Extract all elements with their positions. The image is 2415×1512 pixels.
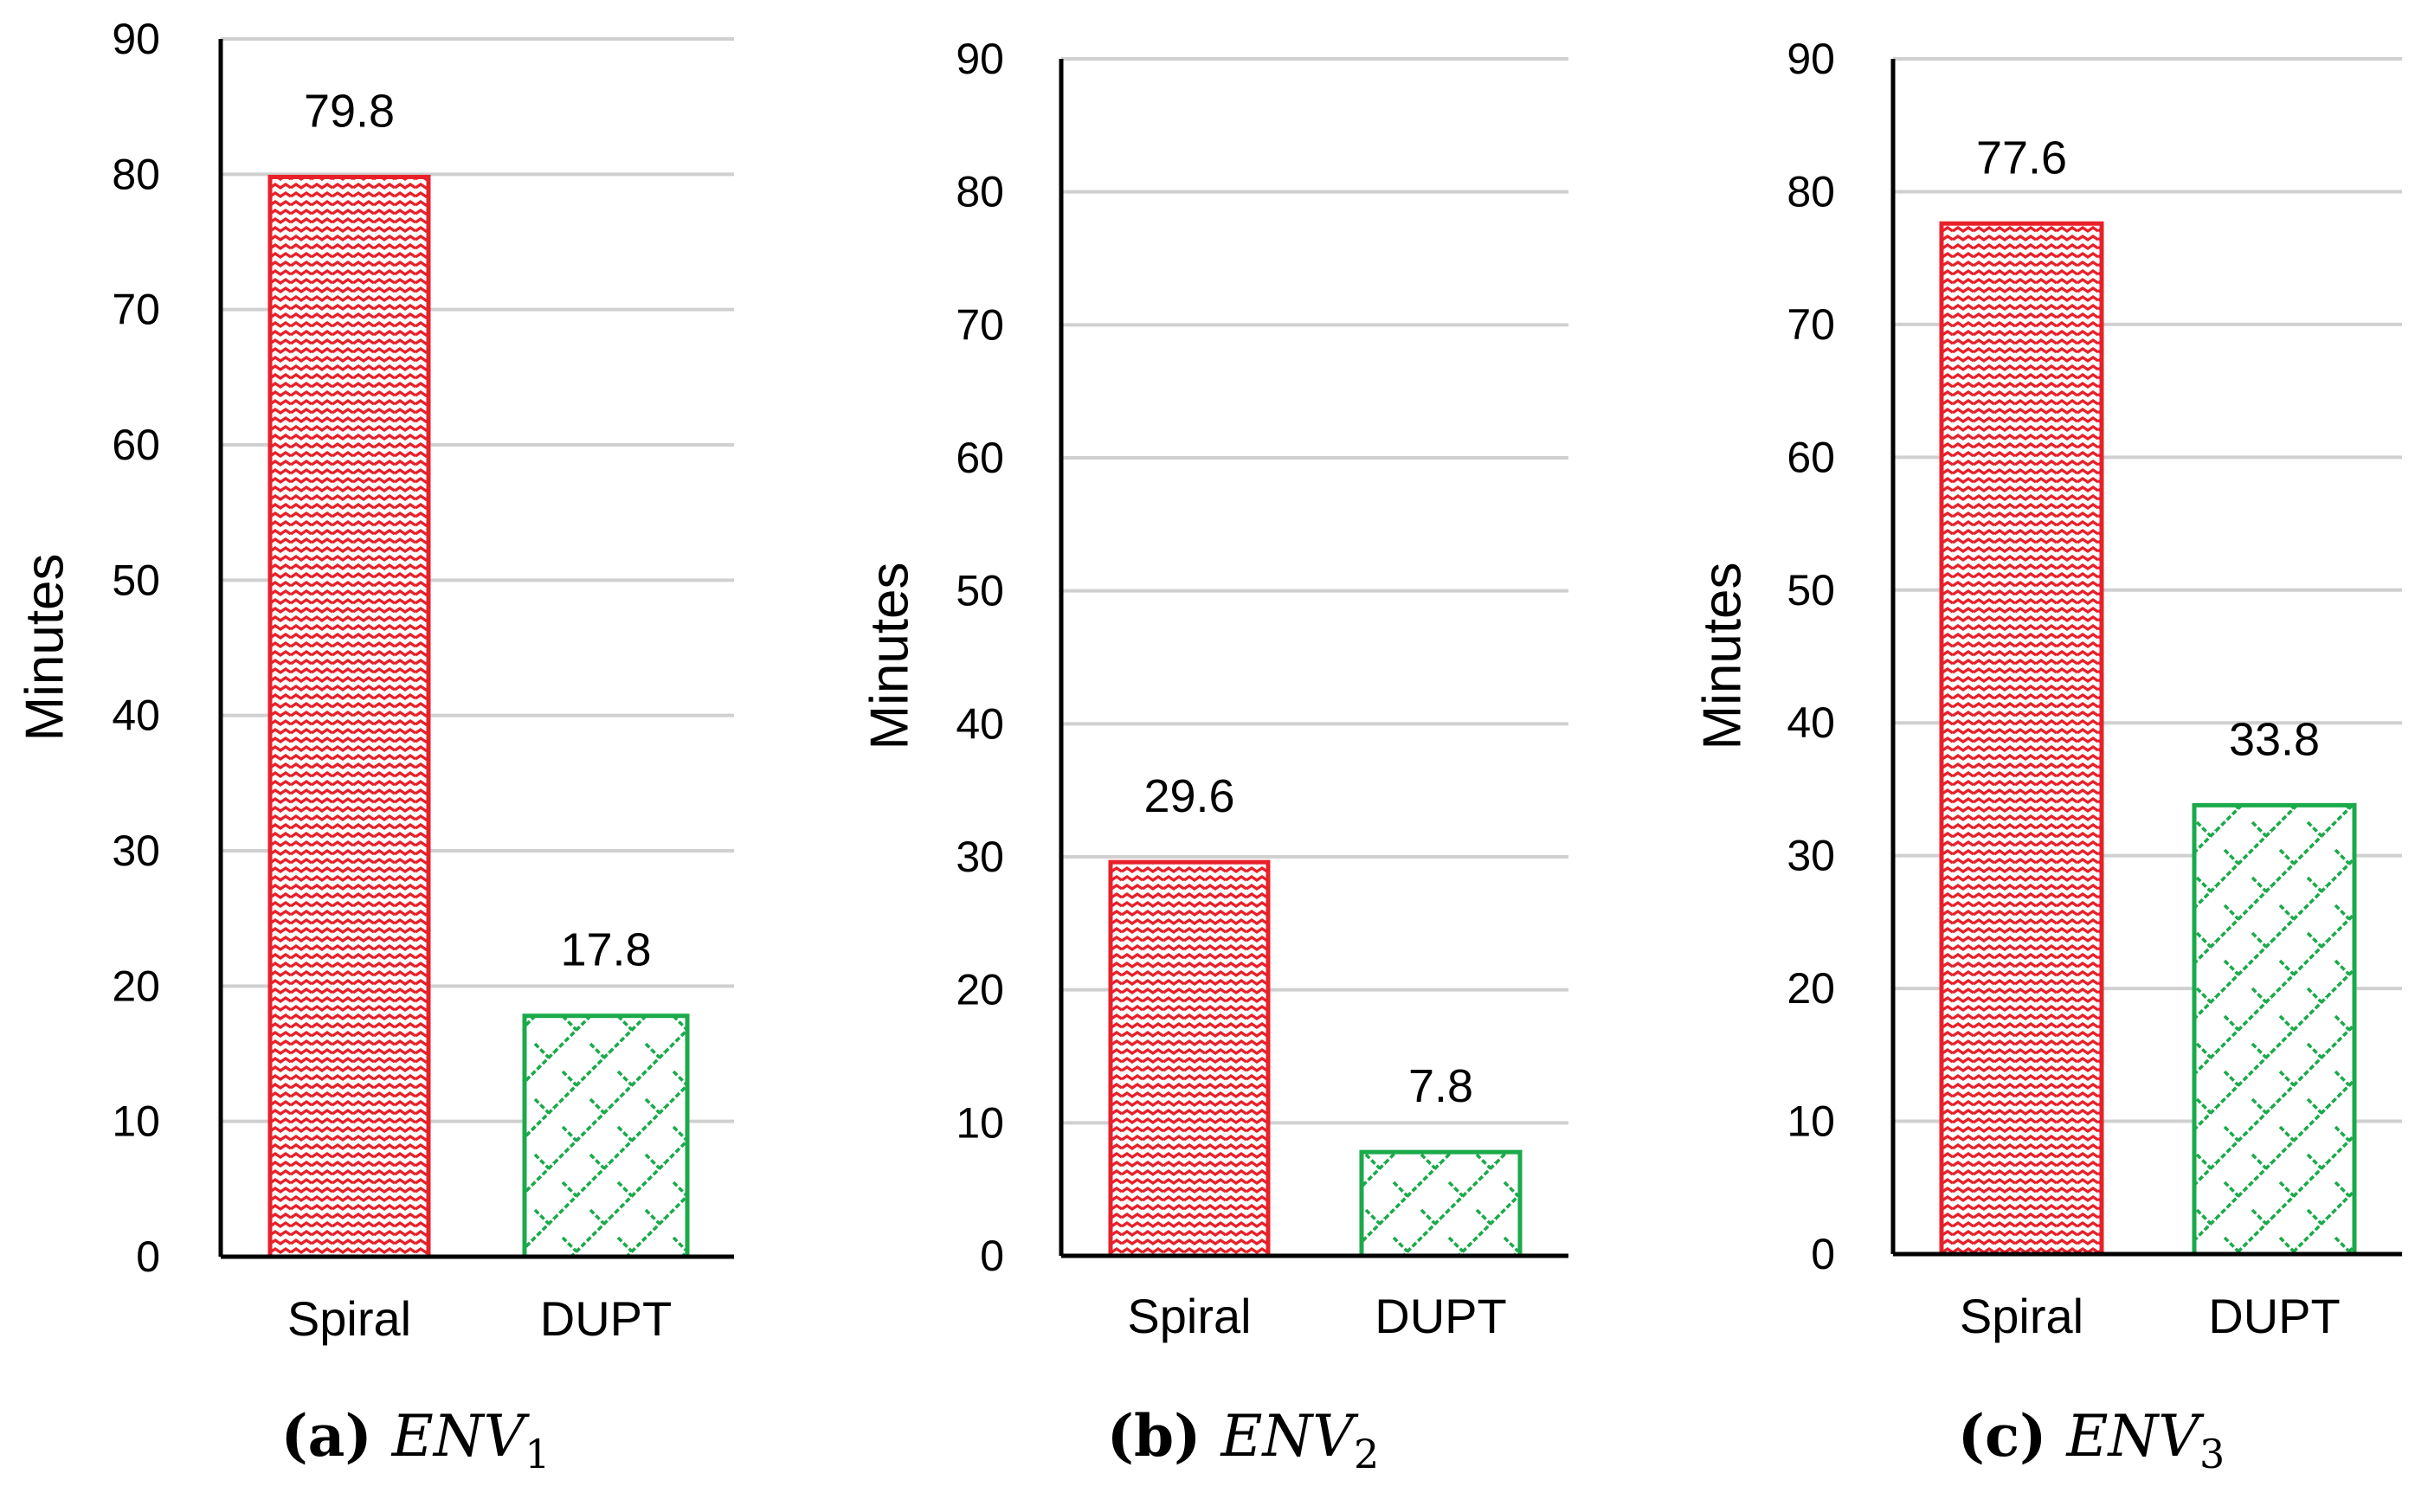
caption-subscript: 3 <box>2199 1431 2225 1477</box>
caption-letter: (b) <box>1107 1402 1221 1470</box>
y-tick-label: 30 <box>112 827 160 875</box>
y-tick-label: 70 <box>956 300 1004 349</box>
y-tick-label: 50 <box>956 567 1004 615</box>
y-tick-label: 10 <box>956 1098 1004 1147</box>
y-tick-label: 90 <box>956 35 1004 83</box>
x-tick-label: DUPT <box>540 1291 672 1346</box>
y-axis-label: Minutes <box>16 553 75 741</box>
y-tick-label: 80 <box>1787 167 1835 216</box>
data-label: 7.8 <box>1408 1060 1473 1112</box>
y-axis-label: Minutes <box>1693 562 1753 750</box>
x-tick-label: DUPT <box>2208 1289 2340 1343</box>
y-tick-label: 90 <box>1787 35 1835 83</box>
x-tick-label: Spiral <box>1127 1289 1251 1343</box>
caption-letter: (c) <box>1958 1402 2067 1470</box>
y-tick-label: 50 <box>112 556 160 604</box>
y-tick-label: 40 <box>112 692 160 740</box>
data-label: 79.8 <box>304 85 395 137</box>
y-tick-label: 60 <box>956 434 1004 482</box>
y-tick-label: 0 <box>980 1232 1004 1280</box>
bar-spiral <box>1939 221 2104 1257</box>
y-tick-label: 50 <box>1787 566 1835 614</box>
y-tick-label: 30 <box>956 833 1004 881</box>
y-tick-label: 30 <box>1787 832 1835 880</box>
y-tick-label: 20 <box>112 962 160 1010</box>
x-tick-label: DUPT <box>1375 1289 1506 1343</box>
data-label: 17.8 <box>560 924 651 976</box>
chart-panel-2: 0 10 20 30 40 50 60 70 80 90 29.6 Spiral 7.8 DUPT Minu… <box>860 35 1568 1477</box>
caption-letter: (a) <box>280 1402 391 1470</box>
y-tick-label: 70 <box>1787 300 1835 349</box>
bar-dupt <box>2192 802 2357 1257</box>
y-tick-label: 60 <box>112 421 160 469</box>
y-tick-label: 40 <box>956 699 1004 748</box>
chart-panel-1: 0 10 20 30 40 50 60 70 80 90 79.8 Spiral 17.8 DUPT Min… <box>16 15 734 1477</box>
chart-panel-3: 0 10 20 30 40 50 60 70 80 90 77.6 Spiral 33.8 DUPT Min… <box>1693 35 2402 1477</box>
panel-caption: (c) ENV3 <box>1958 1402 2225 1477</box>
data-label: 77.6 <box>1976 132 2067 183</box>
bar-spiral <box>1108 859 1271 1258</box>
y-tick-label: 20 <box>956 966 1004 1014</box>
y-tick-label: 0 <box>136 1232 160 1281</box>
caption-env: ENV <box>2065 1403 2205 1470</box>
y-tick-label: 10 <box>1787 1097 1835 1146</box>
y-axis-label: Minutes <box>860 562 920 750</box>
caption-env: ENV <box>391 1403 531 1470</box>
caption-env: ENV <box>1220 1403 1359 1470</box>
panel-caption: (a) ENV1 <box>280 1402 550 1477</box>
y-tick-label: 10 <box>112 1097 160 1146</box>
x-tick-label: Spiral <box>287 1291 411 1346</box>
y-tick-label: 0 <box>1811 1230 1835 1278</box>
y-tick-label: 80 <box>956 168 1004 216</box>
bar-dupt <box>522 1013 690 1259</box>
y-tick-label: 40 <box>1787 698 1835 747</box>
y-tick-label: 80 <box>112 150 160 198</box>
x-tick-label: Spiral <box>1960 1289 2083 1343</box>
data-label: 29.6 <box>1143 770 1234 822</box>
data-label: 33.8 <box>2229 713 2320 765</box>
bar-dupt <box>1359 1149 1523 1258</box>
y-tick-label: 20 <box>1787 964 1835 1013</box>
bar-spiral <box>267 174 431 1259</box>
y-tick-label: 70 <box>112 286 160 334</box>
panel-caption: (b) ENV2 <box>1107 1402 1379 1477</box>
caption-subscript: 1 <box>525 1431 550 1477</box>
caption-subscript: 2 <box>1354 1431 1379 1477</box>
y-tick-label: 90 <box>112 15 160 63</box>
y-tick-label: 60 <box>1787 433 1835 481</box>
